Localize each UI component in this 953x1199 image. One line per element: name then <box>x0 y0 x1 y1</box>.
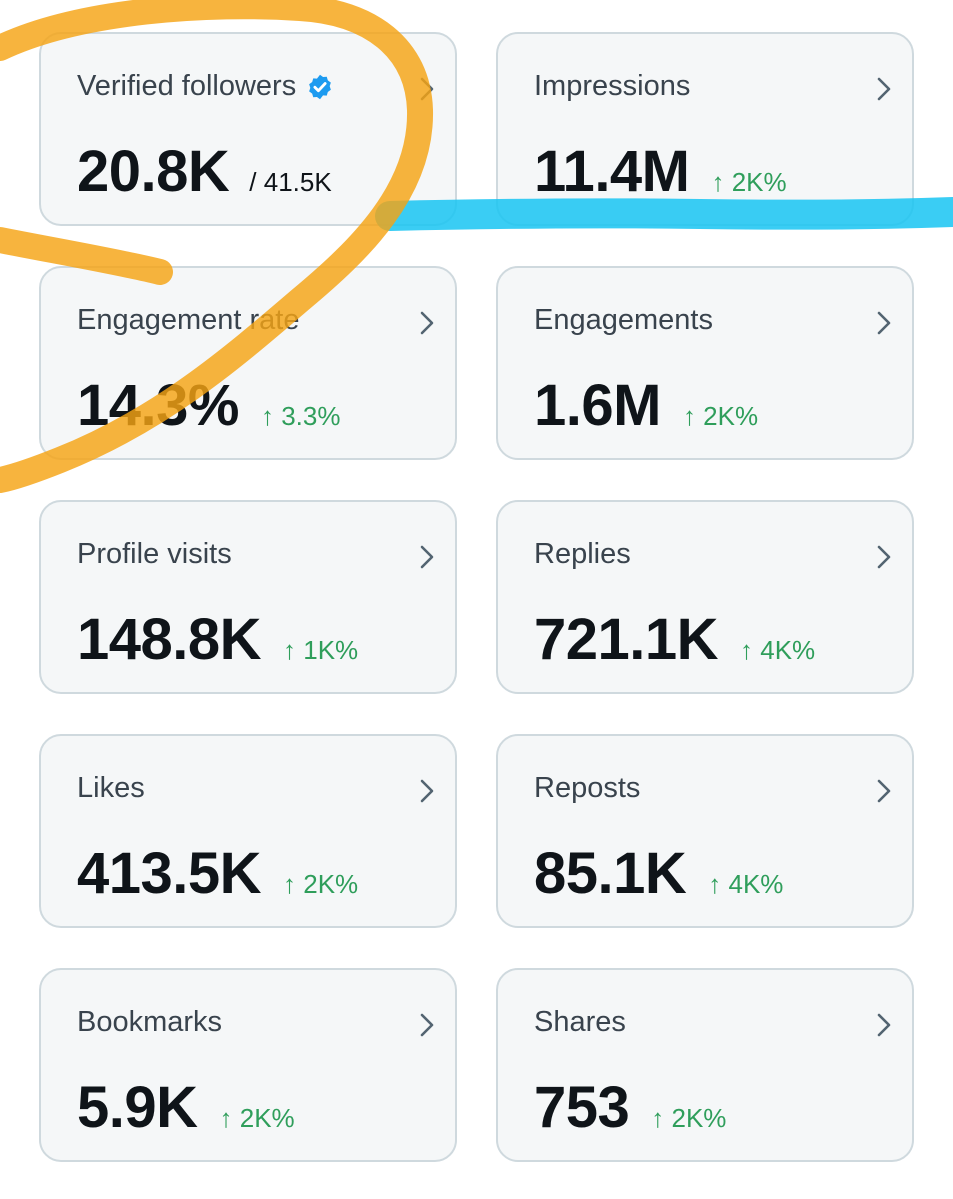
chevron-right-icon[interactable] <box>874 310 894 336</box>
metric-card-verified-followers[interactable]: Verified followers 20.8K / 41.5K <box>39 32 457 226</box>
metric-value: 85.1K <box>534 841 687 906</box>
chevron-right-icon[interactable] <box>417 1012 437 1038</box>
metric-card-shares[interactable]: Shares 753 ↑ 2K% <box>496 968 914 1162</box>
metric-label: Engagements <box>534 304 713 336</box>
metric-card-reposts[interactable]: Reposts 85.1K ↑ 4K% <box>496 734 914 928</box>
metric-label: Shares <box>534 1006 626 1038</box>
chevron-right-icon[interactable] <box>417 544 437 570</box>
metric-card-engagement-rate[interactable]: Engagement rate 14.3% ↑ 3.3% <box>39 266 457 460</box>
metric-label: Impressions <box>534 70 691 102</box>
metric-label: Profile visits <box>77 538 232 570</box>
chevron-right-icon[interactable] <box>417 778 437 804</box>
metric-value: 14.3% <box>77 373 239 438</box>
chevron-right-icon[interactable] <box>874 76 894 102</box>
chevron-right-icon[interactable] <box>874 778 894 804</box>
metric-value: 5.9K <box>77 1075 198 1140</box>
metric-delta: ↑ 3.3% <box>260 401 341 431</box>
metric-delta: ↑ 1K% <box>283 635 359 665</box>
metric-delta: ↑ 2K% <box>219 1103 295 1133</box>
metric-value: 11.4M <box>534 139 690 204</box>
metric-delta: ↑ 2K% <box>711 167 787 197</box>
metric-delta: ↑ 4K% <box>708 869 784 899</box>
chevron-right-icon[interactable] <box>874 1012 894 1038</box>
metric-label: Replies <box>534 538 631 570</box>
metric-value: 413.5K <box>77 841 262 906</box>
verified-badge-icon <box>309 74 332 99</box>
metric-total: / 41.5K <box>249 167 332 197</box>
metric-delta: ↑ 4K% <box>740 635 816 665</box>
metric-label: Reposts <box>534 772 641 804</box>
metric-delta: ↑ 2K% <box>283 869 359 899</box>
metric-card-likes[interactable]: Likes 413.5K ↑ 2K% <box>39 734 457 928</box>
metric-label: Verified followers <box>77 70 297 102</box>
metric-value: 753 <box>534 1075 630 1140</box>
metric-value: 20.8K <box>77 139 230 204</box>
chevron-right-icon[interactable] <box>417 76 437 102</box>
metric-card-bookmarks[interactable]: Bookmarks 5.9K ↑ 2K% <box>39 968 457 1162</box>
metric-label: Bookmarks <box>77 1006 223 1038</box>
metric-value: 1.6M <box>534 373 661 438</box>
metric-value: 721.1K <box>534 607 719 672</box>
metric-card-impressions[interactable]: Impressions 11.4M ↑ 2K% <box>496 32 914 226</box>
metric-card-engagements[interactable]: Engagements 1.6M ↑ 2K% <box>496 266 914 460</box>
metric-card-profile-visits[interactable]: Profile visits 148.8K ↑ 1K% <box>39 500 457 694</box>
metric-card-replies[interactable]: Replies 721.1K ↑ 4K% <box>496 500 914 694</box>
metric-label: Likes <box>77 772 145 804</box>
chevron-right-icon[interactable] <box>417 310 437 336</box>
metric-label: Engagement rate <box>77 304 300 336</box>
metric-delta: ↑ 2K% <box>651 1103 727 1133</box>
metric-value: 148.8K <box>77 607 262 672</box>
metric-delta: ↑ 2K% <box>682 401 759 431</box>
chevron-right-icon[interactable] <box>874 544 894 570</box>
